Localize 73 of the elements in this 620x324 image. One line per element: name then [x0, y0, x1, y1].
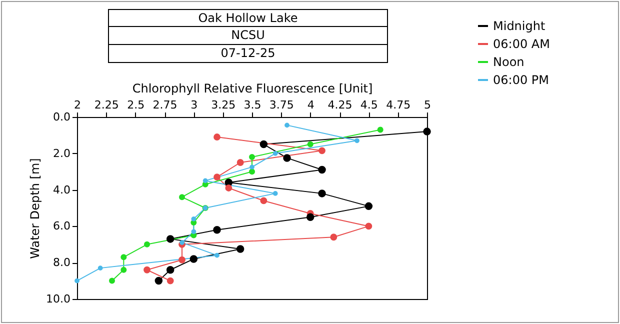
x-tick-label: 2.75 [152, 98, 178, 112]
x-tick-label: 4.5 [360, 98, 378, 112]
chart-subtitle: NCSU [108, 26, 388, 45]
point [330, 234, 338, 241]
y-tick-label: 10.0 [46, 292, 70, 306]
point [318, 166, 326, 174]
point [120, 254, 127, 260]
point [120, 266, 127, 273]
point [318, 190, 326, 198]
point [306, 213, 314, 221]
x-tick-label: 2.5 [127, 98, 145, 112]
point [98, 266, 103, 271]
point [109, 278, 115, 284]
x-tick-label: 3.25 [211, 98, 236, 112]
y-tick-label: 0.0 [53, 110, 70, 124]
legend-label: 06:00 AM [493, 37, 550, 51]
x-tick-label: 3.5 [244, 98, 262, 112]
point [74, 278, 80, 284]
point [225, 184, 232, 192]
point [191, 229, 196, 234]
legend-label: 06:00 PM [493, 73, 549, 87]
point [154, 276, 163, 285]
point [214, 134, 220, 140]
legend-label: Noon [493, 55, 524, 69]
y-axis-title: Water Depth [m] [28, 158, 42, 259]
point [272, 190, 278, 196]
point [178, 256, 186, 264]
point [249, 154, 255, 160]
x-tick-label: 4 [307, 98, 314, 112]
point [318, 147, 326, 154]
legend-label: Midnight [493, 19, 546, 33]
point [202, 178, 208, 184]
point [144, 266, 150, 274]
x-tick-label: 2 [74, 98, 81, 112]
point [166, 266, 174, 274]
point [191, 216, 196, 222]
y-tick-label: 8.0 [53, 256, 70, 270]
y-tick-label: 4.0 [53, 183, 70, 196]
point [179, 194, 185, 200]
point [144, 241, 150, 248]
point [236, 159, 244, 166]
text: 07-12-25 [108, 44, 388, 62]
point [213, 226, 221, 234]
x-axis-title: Chlorophyll Relative Fluorescence [Unit] [132, 82, 373, 96]
x-tick-label: 5 [424, 98, 431, 112]
point [180, 240, 184, 246]
y-tick-label: 6.0 [53, 220, 70, 233]
point [214, 252, 220, 258]
chart-title: Oak Hollow Lake [108, 8, 388, 28]
point [354, 138, 360, 144]
point [166, 235, 174, 243]
x-tick-label: 4.25 [328, 98, 352, 112]
point [236, 245, 244, 253]
y-tick-label: 2.0 [53, 146, 70, 160]
point [250, 164, 254, 170]
point [166, 277, 174, 284]
point [260, 197, 268, 204]
point [283, 154, 291, 162]
point [272, 150, 278, 156]
x-tick-label: 3.75 [269, 98, 294, 112]
point [214, 174, 220, 181]
point [260, 140, 268, 148]
point [284, 122, 290, 128]
x-tick-label: 2.25 [94, 98, 119, 112]
x-tick-label: 4.75 [386, 98, 411, 112]
point [307, 141, 314, 148]
point [364, 202, 373, 210]
x-tick-label: 3 [190, 98, 198, 112]
point [249, 168, 255, 175]
point [377, 126, 384, 133]
point [190, 255, 198, 263]
point [423, 128, 431, 136]
point [365, 222, 372, 230]
